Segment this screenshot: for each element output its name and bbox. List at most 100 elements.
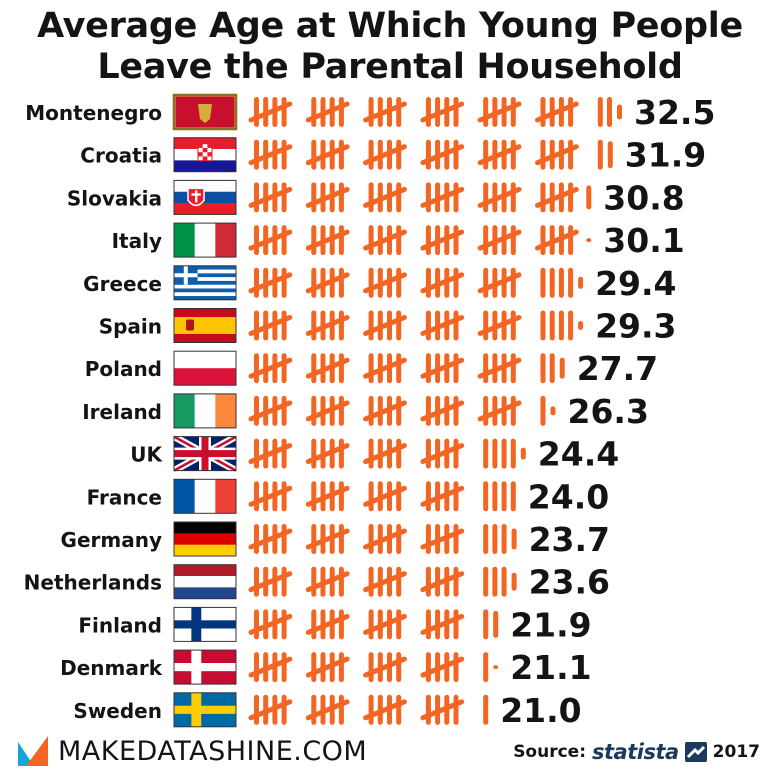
tally-mark (281, 481, 287, 512)
country-label: Germany (61, 528, 162, 552)
tally-mark (396, 267, 402, 298)
tally-strike (363, 443, 407, 465)
tally-mark (281, 438, 287, 469)
tally-mark (338, 97, 344, 127)
tally-mark (338, 524, 344, 554)
tally-strike (305, 528, 350, 550)
slovakia-flag-icon (173, 179, 237, 215)
country-label: Poland (85, 357, 162, 381)
tally-group (363, 97, 407, 127)
tally-strike (248, 186, 293, 208)
tally-mark (368, 310, 374, 341)
tally-mark (549, 310, 555, 341)
tally-strike (305, 656, 350, 678)
tally-mark (311, 267, 317, 298)
tally-mark (254, 310, 259, 341)
value-label: 23.6 (529, 563, 610, 602)
country-label: Denmark (60, 656, 163, 680)
tally-group (420, 97, 465, 127)
tally-mark (425, 225, 431, 256)
tally-mark (549, 267, 555, 298)
tally-group (420, 524, 465, 554)
tally-mark (281, 182, 287, 213)
value-label: 30.1 (603, 221, 684, 260)
croatia-flag-icon (173, 137, 237, 173)
tally-mark (281, 353, 287, 384)
tally-mark (254, 566, 259, 597)
chart-row: Germany 23.7 (61, 520, 610, 559)
tally-strike (305, 229, 350, 251)
tally-strike (248, 272, 293, 294)
tally-mark (453, 566, 459, 597)
tally-mark (311, 395, 317, 426)
tally-mark (510, 438, 516, 469)
tally-partial-mark (586, 185, 592, 210)
tally-mark (453, 652, 459, 683)
tally-mark (311, 694, 317, 725)
chart-row: Montenegro 32.5 (25, 93, 715, 132)
tally-mark (568, 182, 574, 213)
tally-group (535, 139, 579, 170)
tally-mark (311, 353, 317, 384)
country-label: Slovakia (67, 186, 162, 210)
value-label: 30.8 (603, 178, 684, 217)
value-label: 24.4 (538, 435, 619, 474)
tally-group (305, 353, 350, 384)
tally-mark (281, 566, 287, 597)
montenegro-flag-icon (172, 93, 238, 131)
tally-mark (568, 97, 574, 127)
tally-group (305, 97, 350, 127)
tally-strike (420, 400, 465, 422)
tally-strike (420, 272, 465, 294)
tally-mark (510, 353, 516, 384)
chart-row: Denmark 21.1 (60, 648, 592, 687)
chart-title-line-1: Average Age at Which Young People (37, 6, 743, 46)
tally-mark (501, 481, 507, 512)
tally-strike (420, 101, 465, 123)
chart-title-line-2: Leave the Parental Household (97, 47, 683, 87)
tally-group (363, 225, 407, 256)
spain-flag-icon (173, 308, 237, 343)
tally-mark (453, 609, 459, 640)
tally-partial-mark (493, 610, 499, 638)
tally-mark (492, 566, 498, 597)
tally-strike (477, 272, 522, 294)
tally-mark (281, 694, 287, 725)
tally-mark (281, 395, 287, 426)
tally-mark (368, 481, 374, 512)
source-name: statista (592, 740, 679, 764)
tally-group (420, 225, 465, 256)
tally-mark (368, 267, 374, 298)
tally-group (248, 353, 293, 384)
tally-group (248, 310, 293, 341)
tally-strike (248, 400, 293, 422)
tally-group (420, 609, 465, 640)
tally-mark (483, 395, 489, 426)
tally-mark (368, 225, 374, 256)
tally-mark (281, 139, 287, 170)
tally-mark (311, 438, 317, 469)
tally-group (248, 182, 293, 213)
tally-mark (540, 395, 546, 426)
value-label: 23.7 (529, 520, 610, 559)
tally-strike (248, 357, 293, 379)
tally-strike (420, 528, 465, 550)
tally-mark (453, 395, 459, 426)
tally-mark (510, 395, 516, 426)
tally-mark (254, 438, 259, 469)
tally-strike (477, 144, 522, 166)
tally-mark (254, 267, 259, 298)
tally-strike (305, 186, 350, 208)
tally-partial-mark (586, 238, 592, 243)
tally-partial-mark (493, 665, 499, 670)
tally-mark (597, 97, 603, 127)
tally-mark (540, 225, 546, 256)
tally-group (363, 524, 407, 554)
tally-strike (248, 315, 293, 336)
tally-mark (483, 652, 489, 683)
tally-strike (363, 144, 407, 166)
tally-group (248, 139, 293, 170)
tally-group (363, 395, 407, 426)
tally-strike (477, 400, 522, 422)
